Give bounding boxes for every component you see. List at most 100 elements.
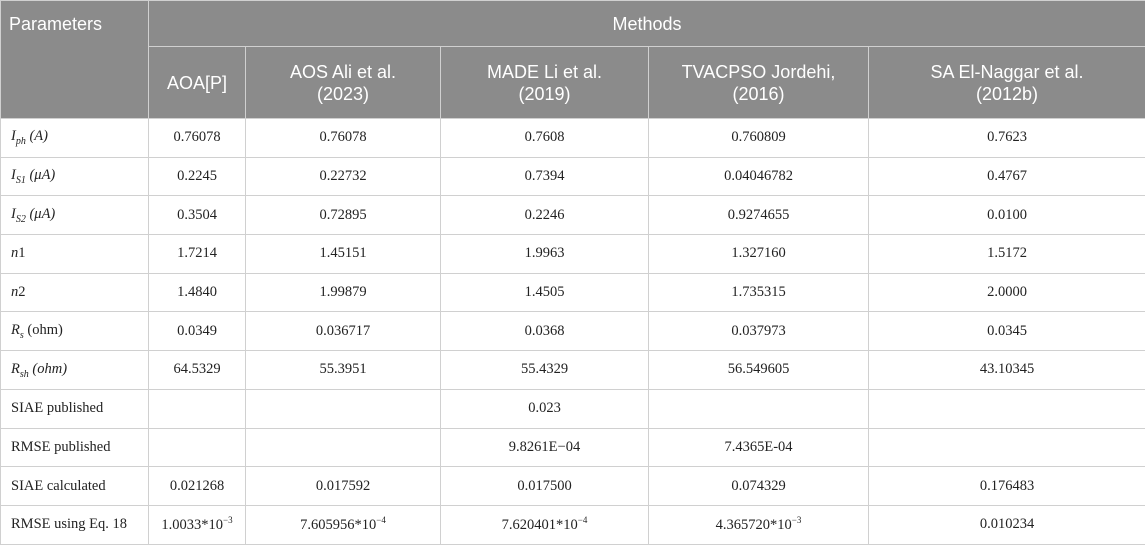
value-cell: 4.365720*10−3 (649, 505, 869, 544)
column-header-line: MADE Li et al. (487, 62, 602, 82)
value-cell: 0.017500 (441, 467, 649, 506)
label-unit: 1 (18, 245, 25, 261)
column-header-line: TVACPSO Jordehi, (682, 62, 836, 82)
column-header-line: (2019) (518, 84, 570, 104)
label-unit: 2 (18, 284, 25, 300)
value-cell: 1.5172 (869, 235, 1145, 274)
value-text: 0.22732 (319, 168, 366, 184)
label-unit: (ohm) (32, 361, 67, 377)
value-cell: 64.5329 (149, 351, 246, 390)
label-text: RMSE using Eq. 18 (11, 516, 127, 532)
header-cell: Parameters (1, 1, 149, 119)
value-text: 0.021268 (170, 478, 224, 494)
value-cell: 0.7608 (441, 119, 649, 158)
table-row: n2 1.4840 1.99879 1.4505 1.735315 2.0000 (1, 273, 1145, 312)
value-text: 0.76078 (173, 129, 220, 145)
value-cell: 7.605956*10−4 (246, 505, 441, 544)
value-text: 0.7608 (525, 129, 565, 145)
value-text: 0.7394 (525, 168, 565, 184)
value-cell: 1.45151 (246, 235, 441, 274)
value-cell (649, 389, 869, 428)
value-text: 1.9963 (525, 245, 565, 261)
row-label: n1 (1, 235, 149, 274)
value-cell (869, 428, 1145, 467)
value-cell: 1.0033*10−3 (149, 505, 246, 544)
value-text: 0.2245 (177, 168, 217, 184)
value-exponent: −3 (223, 515, 233, 525)
row-label: RMSE using Eq. 18 (1, 505, 149, 544)
value-cell: 0.010234 (869, 505, 1145, 544)
value-cell: 0.22732 (246, 157, 441, 196)
column-header: AOS Ali et al.(2023) (246, 47, 441, 119)
value-cell: 1.735315 (649, 273, 869, 312)
value-cell: 0.3504 (149, 196, 246, 235)
value-cell: 0.04046782 (649, 157, 869, 196)
value-cell: 0.72895 (246, 196, 441, 235)
value-cell: 1.327160 (649, 235, 869, 274)
value-text: 0.017500 (517, 478, 571, 494)
value-text: 0.72895 (319, 207, 366, 223)
value-text: 0.3504 (177, 207, 217, 223)
value-cell: 1.99879 (246, 273, 441, 312)
value-exponent: −4 (376, 515, 386, 525)
value-cell: 1.7214 (149, 235, 246, 274)
value-exponent: −3 (792, 515, 802, 525)
value-cell (149, 428, 246, 467)
label-unit: (A) (29, 128, 48, 144)
value-cell: 0.2245 (149, 157, 246, 196)
column-header-line: AOA[P] (167, 73, 227, 93)
row-label: Rs (ohm) (1, 312, 149, 351)
row-label: IS2 (μA) (1, 196, 149, 235)
label-subscript: sh (20, 368, 29, 379)
value-cell: 55.4329 (441, 351, 649, 390)
value-cell (246, 389, 441, 428)
label-unit: (ohm) (27, 322, 62, 338)
label-subscript: ph (16, 136, 26, 147)
label-symbol: R (11, 361, 20, 377)
value-cell: 1.4840 (149, 273, 246, 312)
value-cell: 9.8261E−04 (441, 428, 649, 467)
column-header-line: AOS Ali et al. (290, 62, 396, 82)
value-text: 0.760809 (731, 129, 785, 145)
value-cell: 0.2246 (441, 196, 649, 235)
value-cell: 0.0345 (869, 312, 1145, 351)
value-cell: 2.0000 (869, 273, 1145, 312)
row-label: Iph (A) (1, 119, 149, 158)
value-cell (246, 428, 441, 467)
value-cell (869, 389, 1145, 428)
value-text: 0.037973 (731, 323, 785, 339)
row-label: n2 (1, 273, 149, 312)
value-text: 0.2246 (525, 207, 565, 223)
value-cell: 0.036717 (246, 312, 441, 351)
value-text: 1.4505 (525, 284, 565, 300)
row-label: RMSE published (1, 428, 149, 467)
value-cell: 43.10345 (869, 351, 1145, 390)
column-header-line: (2012b) (976, 84, 1038, 104)
header-row: Parameters Methods (1, 1, 1145, 47)
value-text: 0.76078 (319, 129, 366, 145)
value-cell: 0.7394 (441, 157, 649, 196)
value-text: 1.4840 (177, 284, 217, 300)
value-text: 0.0345 (987, 323, 1027, 339)
value-cell: 0.017592 (246, 467, 441, 506)
label-text: RMSE published (11, 439, 111, 455)
value-text: 1.7214 (177, 245, 217, 261)
value-cell: 0.760809 (649, 119, 869, 158)
label-text: SIAE calculated (11, 478, 106, 494)
value-text: 1.735315 (731, 284, 785, 300)
value-cell: 0.0349 (149, 312, 246, 351)
value-base: 7.605956*10 (300, 517, 376, 533)
value-cell: 0.76078 (246, 119, 441, 158)
value-cell: 1.4505 (441, 273, 649, 312)
value-text: 0.04046782 (724, 168, 793, 184)
value-text: 1.99879 (319, 284, 366, 300)
